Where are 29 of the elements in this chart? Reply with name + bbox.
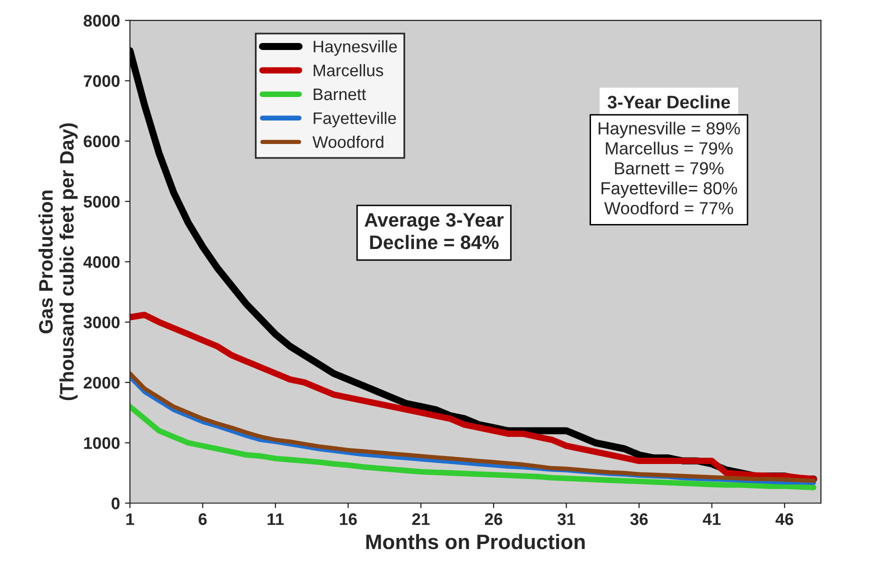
y-axis-title: Gas Production (Thousand cubic feet per Day) xyxy=(38,123,78,400)
y-tick-label: 4000 xyxy=(83,256,120,268)
y-tick-label: 0 xyxy=(112,498,120,510)
x-tick-label: 21 xyxy=(412,513,430,525)
y-tick-label: 2000 xyxy=(84,376,120,389)
y-tick-label: 6000 xyxy=(84,135,120,148)
x-tick-label: 26 xyxy=(484,513,502,526)
x-tick-label: 36 xyxy=(630,513,648,526)
x-tick-label: 31 xyxy=(557,513,576,526)
x-tick-label: 16 xyxy=(340,513,357,526)
annotation: Haynesville = 89% Marcellus = 79% Barnett = 79% Fayetteville= 80% Woodford = 77% xyxy=(598,122,740,214)
legend-label: Barnett xyxy=(314,88,366,100)
x-tick-label: 1 xyxy=(126,513,134,525)
annotation: Average 3-Year Decline = 84% xyxy=(364,212,504,250)
y-tick-label: 7000 xyxy=(84,75,120,87)
x-tick-label: 11 xyxy=(268,513,284,525)
x-axis-title: Months on Production xyxy=(366,534,585,550)
legend-label: Marcellus xyxy=(314,64,384,76)
y-tick-label: 8000 xyxy=(84,14,120,27)
x-tick-label: 46 xyxy=(776,513,794,526)
y-tick-label: 3000 xyxy=(84,316,120,328)
annotation: 3-Year Decline xyxy=(608,95,730,109)
x-tick-label: 41 xyxy=(702,513,721,525)
legend-label: Haynesville xyxy=(314,40,397,56)
x-tick-label: 6 xyxy=(198,513,207,526)
legend-label: Woodford xyxy=(312,136,384,148)
legend-label: Fayetteville xyxy=(314,112,396,128)
y-tick-label: 1000 xyxy=(84,437,120,449)
y-tick-label: 5000 xyxy=(84,196,120,208)
